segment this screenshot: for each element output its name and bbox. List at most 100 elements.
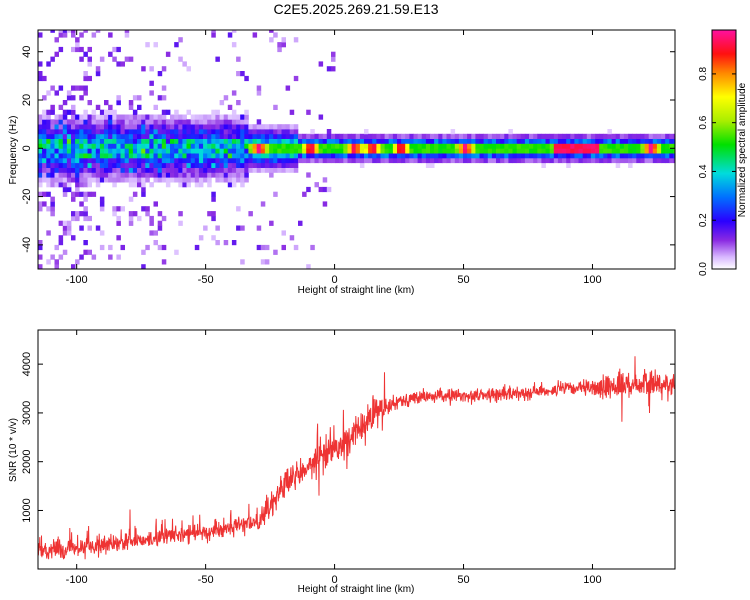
spectrogram-cell xyxy=(58,235,64,241)
spectrogram-cell xyxy=(75,114,80,120)
spectrogram-cell xyxy=(417,153,423,159)
spectrogram-cell xyxy=(38,129,43,135)
snr-series-line xyxy=(38,356,675,560)
spectrogram-cell xyxy=(157,119,163,125)
spectrogram-cell xyxy=(108,143,113,149)
spectrogram-cell xyxy=(553,143,559,149)
spectrogram-cell xyxy=(145,244,150,251)
spectrogram-cell xyxy=(141,167,146,173)
spectrogram-cell xyxy=(372,153,377,159)
spectrogram-cell xyxy=(578,138,583,144)
spectrogram-cell xyxy=(198,148,204,154)
spectrogram-cell xyxy=(42,109,47,115)
spectrogram-cell xyxy=(112,157,117,164)
spectrogram-cell xyxy=(104,148,109,154)
spectrogram-cell xyxy=(524,133,530,139)
spectrogram-cell xyxy=(293,143,299,149)
spectrogram-cell xyxy=(170,133,175,139)
spectrogram-cell xyxy=(145,206,150,212)
spectrogram-cell xyxy=(595,157,600,164)
spectrogram-cell xyxy=(541,157,546,164)
spectrogram-cell xyxy=(58,153,64,159)
spectrogram-cell xyxy=(112,143,117,149)
spectrogram-cell xyxy=(244,109,249,115)
spectrogram-cell xyxy=(42,177,47,183)
spectrogram-cell xyxy=(496,157,501,164)
spectrogram-cell xyxy=(46,143,51,149)
figure-title: C2E5.2025.269.21.59.E13 xyxy=(273,1,438,17)
spectrogram-cell xyxy=(50,138,55,144)
spectrogram-cell xyxy=(322,133,328,139)
spectrogram-cell xyxy=(54,162,59,168)
spectrogram-cell xyxy=(351,133,357,139)
spectrogram-cell xyxy=(66,143,72,149)
spectrogram-cell xyxy=(574,148,579,154)
spectrogram-cell xyxy=(203,177,208,183)
spectrogram-cell xyxy=(314,157,319,164)
spectrogram-cell xyxy=(533,148,538,154)
y-tick-label: 2000 xyxy=(21,449,33,473)
spectrogram-cell xyxy=(120,206,125,212)
spectrogram-cell xyxy=(467,148,472,154)
spectrogram-cell xyxy=(178,182,183,188)
spectrogram-cell xyxy=(326,153,332,159)
spectrogram-cell xyxy=(83,157,88,164)
spectrogram-cell xyxy=(421,153,427,159)
spectrogram-cell xyxy=(364,148,369,154)
spectrogram-cell xyxy=(42,167,47,173)
spectrogram-cell xyxy=(178,172,183,178)
spectrogram-cell xyxy=(99,129,105,135)
spectrogram-cell xyxy=(75,167,80,173)
spectrogram-cell xyxy=(153,153,158,159)
spectrogram-cell xyxy=(364,153,369,159)
spectrogram-cell xyxy=(194,157,200,164)
spectrogram-cell xyxy=(149,119,154,125)
spectrogram-cell xyxy=(157,114,163,120)
spectrogram-cell xyxy=(252,129,258,135)
spectrogram-cell xyxy=(116,177,121,183)
spectrogram-cell xyxy=(512,148,517,154)
spectrogram-cell xyxy=(75,182,80,188)
spectrogram-cell xyxy=(182,124,187,130)
spectrogram-cell xyxy=(178,138,183,144)
spectrogram-cell xyxy=(665,157,670,164)
spectrogram-cell xyxy=(95,172,101,178)
spectrogram-cell xyxy=(182,61,187,67)
spectrogram-cell xyxy=(302,191,307,197)
spectrogram-cell xyxy=(496,138,501,144)
spectrogram-cell xyxy=(58,182,64,188)
spectrogram-cell xyxy=(537,143,542,149)
spectrogram-cell xyxy=(149,162,154,168)
spectrogram-cell xyxy=(157,211,163,217)
spectrogram-cell xyxy=(380,148,385,154)
spectrogram-cell xyxy=(223,119,229,125)
spectrogram-cell xyxy=(207,211,212,217)
spectrogram-cell xyxy=(520,143,526,149)
spectrogram-cell xyxy=(145,114,150,120)
spectrogram-cell xyxy=(91,162,97,168)
spectrogram-cell xyxy=(355,143,361,149)
spectrogram-cell xyxy=(58,240,64,246)
spectrogram-cell xyxy=(306,186,311,193)
spectrogram-cell xyxy=(141,264,146,269)
spectrogram-cell xyxy=(145,133,150,139)
spectrogram-cell xyxy=(137,148,142,154)
spectrogram-cell xyxy=(190,148,196,154)
spectrogram-cell xyxy=(161,124,167,130)
spectrogram-cell xyxy=(145,157,150,164)
spectrogram-cell xyxy=(174,129,179,135)
spectrogram-cell xyxy=(62,186,68,193)
spectrogram-cell xyxy=(467,153,472,159)
spectrogram-cell xyxy=(252,138,258,144)
spectrogram-cell xyxy=(483,133,489,139)
spectrogram-cell xyxy=(58,119,64,125)
spectrogram-cell xyxy=(236,56,241,62)
spectrogram-cell xyxy=(137,162,142,168)
spectrogram-cell xyxy=(434,157,439,164)
spectrogram-cell xyxy=(355,157,361,164)
spectrogram-cell xyxy=(157,71,163,77)
spectrogram-cell xyxy=(112,211,117,217)
spectrogram-cell xyxy=(516,157,522,164)
spectrogram-cell xyxy=(298,138,303,144)
snr-background xyxy=(38,330,675,569)
